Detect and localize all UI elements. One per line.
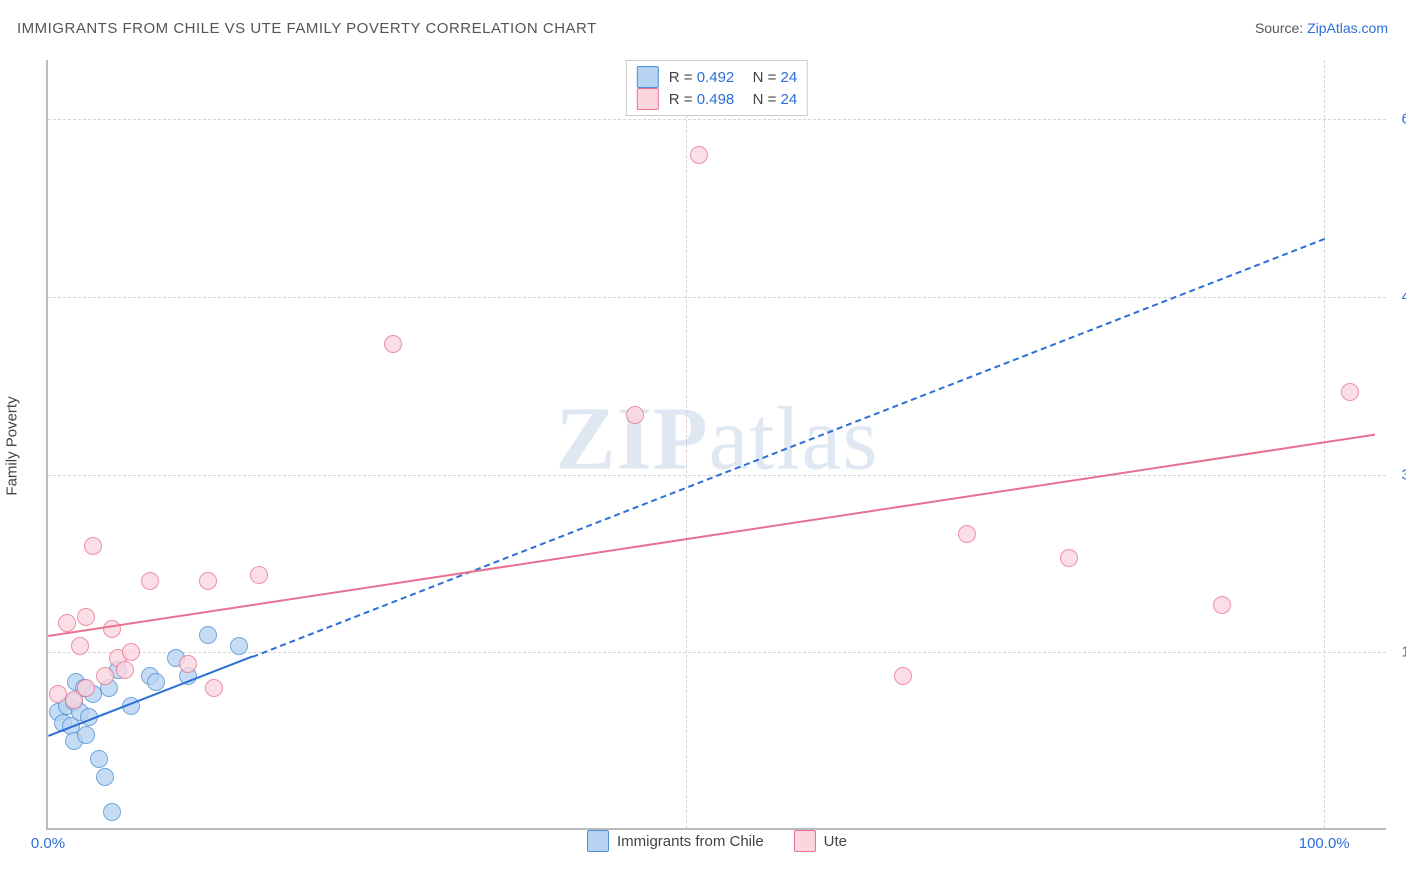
source-link[interactable]: ZipAtlas.com [1307,20,1388,36]
trendline-solid [48,433,1376,636]
y-tick-label: 60.0% [1394,111,1406,128]
data-point [230,637,248,655]
legend-row: R = 0.498 N = 24 [637,88,797,110]
data-point [77,679,95,697]
data-point [141,572,159,590]
data-point [199,626,217,644]
plot-canvas: ZIPatlas 15.0%30.0%45.0%60.0%0.0%100.0%R… [46,60,1386,830]
legend-swatch-icon [637,88,659,110]
legend-n-label: N = 24 [744,69,797,86]
chart-title: IMMIGRANTS FROM CHILE VS UTE FAMILY POVE… [17,20,597,37]
gridline-horizontal [48,652,1386,653]
legend-row: R = 0.492 N = 24 [637,66,797,88]
data-point [690,146,708,164]
data-point [77,726,95,744]
gridline-horizontal [48,297,1386,298]
legend-series-label: Immigrants from Chile [617,833,764,850]
y-axis-title: Family Poverty [4,396,21,495]
data-point [1213,596,1231,614]
legend-series: Immigrants from Chile Ute [587,830,847,852]
legend-item: Immigrants from Chile [587,830,764,852]
trendline-dashed [252,238,1325,658]
data-point [122,643,140,661]
legend-swatch-icon [587,830,609,852]
gridline-vertical [1324,60,1325,828]
data-point [1060,549,1078,567]
gridline-horizontal [48,119,1386,120]
data-point [894,667,912,685]
data-point [96,768,114,786]
legend-correlation: R = 0.492 N = 24R = 0.498 N = 24 [626,60,808,116]
data-point [58,614,76,632]
data-point [96,667,114,685]
legend-n-label: N = 24 [744,91,797,108]
watermark-atlas: atlas [709,389,879,488]
data-point [77,608,95,626]
legend-swatch-icon [794,830,816,852]
legend-item: Ute [794,830,847,852]
data-point [384,335,402,353]
legend-swatch-icon [637,66,659,88]
source-attribution: Source: ZipAtlas.com [1255,20,1388,36]
data-point [958,525,976,543]
x-tick-label: 100.0% [1299,835,1350,852]
y-tick-label: 30.0% [1394,466,1406,483]
plot-area: ZIPatlas 15.0%30.0%45.0%60.0%0.0%100.0%R… [46,60,1386,830]
data-point [1341,383,1359,401]
data-point [205,679,223,697]
data-point [103,620,121,638]
y-tick-label: 45.0% [1394,288,1406,305]
data-point [84,537,102,555]
legend-r-label: R = 0.492 [669,69,734,86]
data-point [147,673,165,691]
gridline-vertical [686,60,687,828]
x-tick-label: 0.0% [31,835,65,852]
data-point [250,566,268,584]
data-point [626,406,644,424]
source-prefix: Source: [1255,20,1307,36]
data-point [90,750,108,768]
legend-series-label: Ute [824,833,847,850]
data-point [199,572,217,590]
legend-r-label: R = 0.498 [669,91,734,108]
data-point [71,637,89,655]
data-point [103,803,121,821]
y-tick-label: 15.0% [1394,644,1406,661]
data-point [179,655,197,673]
data-point [116,661,134,679]
